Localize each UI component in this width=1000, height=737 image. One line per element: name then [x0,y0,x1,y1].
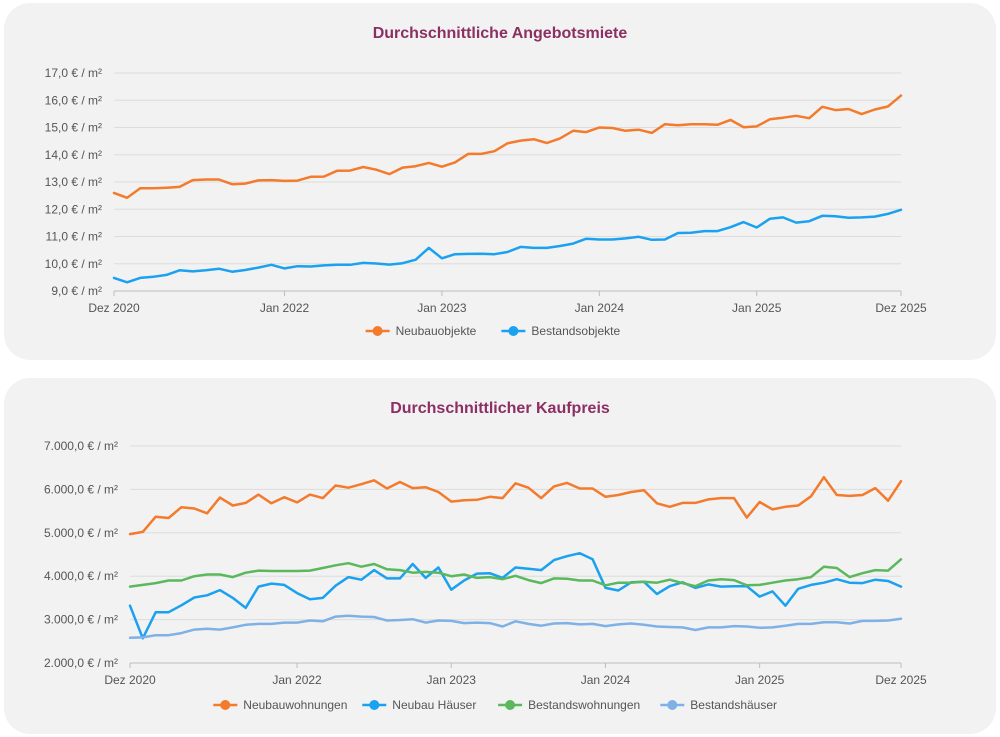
price-series-line-bestandswohnungen [128,558,903,588]
legend-marker-bestandshaeuser [667,700,678,710]
rent-chart-title: Durchschnittliche Angebotsmiete [373,25,628,42]
price-y-tick-label: 5.000,0 € / m² [44,526,118,540]
rent-series-line-neubauobjekte [112,94,903,200]
price-y-tick-label: 7.000,0 € / m² [44,439,118,453]
price-x-tick-label: Dez 2020 [104,673,156,687]
legend-marker-bestandsobjekte [508,326,519,336]
legend-label-neubauwohnungen: Neubauwohnungen [243,698,347,712]
price-x-tick-label: Jan 2025 [735,673,785,687]
price-chart-panel: Durchschnittlicher Kaufpreis 2.000,0 € /… [4,378,996,734]
price-x-tick-label: Jan 2022 [272,673,322,687]
rent-y-tick-label: 11,0 € / m² [46,230,102,244]
legend-marker-neubau-haeuser [369,700,380,710]
price-y-tick-label: 3.000,0 € / m² [44,613,118,627]
legend-label-bestandswohnungen: Bestandswohnungen [528,698,640,712]
price-x-tick-label: Jan 2024 [581,673,631,687]
legend-item-bestandshaeuser[interactable]: Bestandshäuser [660,698,777,712]
rent-chart-panel: Durchschnittliche Angebotsmiete 9,0 € / … [4,3,996,360]
price-series-line-bestandshaeuser [128,614,903,640]
price-y-tick-label: 4.000,0 € / m² [44,569,118,583]
legend-marker-neubauobjekte [372,326,383,336]
rent-y-tick-label: 16,0 € / m² [45,93,102,107]
price-legend: Neubauwohnungen Neubau Häuser Bestandswohn… [213,698,777,712]
legend-item-neubau-haeuser[interactable]: Neubau Häuser [362,698,476,712]
rent-x-tick-label: Jan 2024 [575,301,625,315]
rent-x-tick-label: Dez 2020 [88,301,140,315]
price-y-tick-label: 6.000,0 € / m² [44,482,118,496]
legend-label-bestandsobjekte: Bestandsobjekte [531,324,620,338]
legend-marker-neubauwohnungen [220,700,231,710]
legend-item-bestandsobjekte[interactable]: Bestandsobjekte [501,324,620,338]
rent-x-tick-label: Jan 2023 [417,301,467,315]
legend-label-neubau-haeuser: Neubau Häuser [392,698,476,712]
rent-plot-area: 9,0 € / m² 10,0 € / m² 11,0 € / m² 12,0 € /… [45,66,927,338]
rent-y-tick-label: 17,0 € / m² [45,66,102,80]
rent-series-line-bestandsobjekte [112,208,903,284]
price-plot-area: 2.000,0 € / m² 3.000,0 € / m² 4.000,0 € / … [44,439,927,712]
rent-y-tick-label: 13,0 € / m² [45,175,102,189]
price-x-tick-label: Dez 2025 [875,673,927,687]
rent-y-tick-label: 12,0 € / m² [45,202,102,216]
legend-label-bestandshaeuser: Bestandshäuser [690,698,777,712]
rent-legend: Neubauobjekte Bestandsobjekte [365,324,620,338]
rent-x-tick-label: Jan 2022 [260,301,310,315]
rent-y-tick-label: 9,0 € / m² [51,284,102,298]
rent-y-tick-label: 14,0 € / m² [45,148,102,162]
rent-x-tick-label: Jan 2025 [732,301,782,315]
price-y-tick-label: 2.000,0 € / m² [44,656,118,670]
price-chart: Durchschnittlicher Kaufpreis 2.000,0 € /… [44,400,927,712]
price-x-tick-label: Jan 2023 [427,673,477,687]
rent-chart: Durchschnittliche Angebotsmiete 9,0 € / … [45,25,927,338]
legend-item-neubauobjekte[interactable]: Neubauobjekte [365,324,477,338]
price-series-line-neubauwohnungen [128,475,903,536]
legend-marker-bestandswohnungen [505,700,516,710]
price-series-line-neubau-haeuser [128,551,903,640]
legend-item-neubauwohnungen[interactable]: Neubauwohnungen [213,698,347,712]
rent-y-tick-label: 15,0 € / m² [45,121,102,135]
rent-x-tick-label: Dez 2025 [875,301,927,315]
price-chart-title: Durchschnittlicher Kaufpreis [390,400,610,417]
rent-y-tick-label: 10,0 € / m² [45,257,102,271]
legend-label-neubauobjekte: Neubauobjekte [396,324,477,338]
legend-item-bestandswohnungen[interactable]: Bestandswohnungen [498,698,640,712]
